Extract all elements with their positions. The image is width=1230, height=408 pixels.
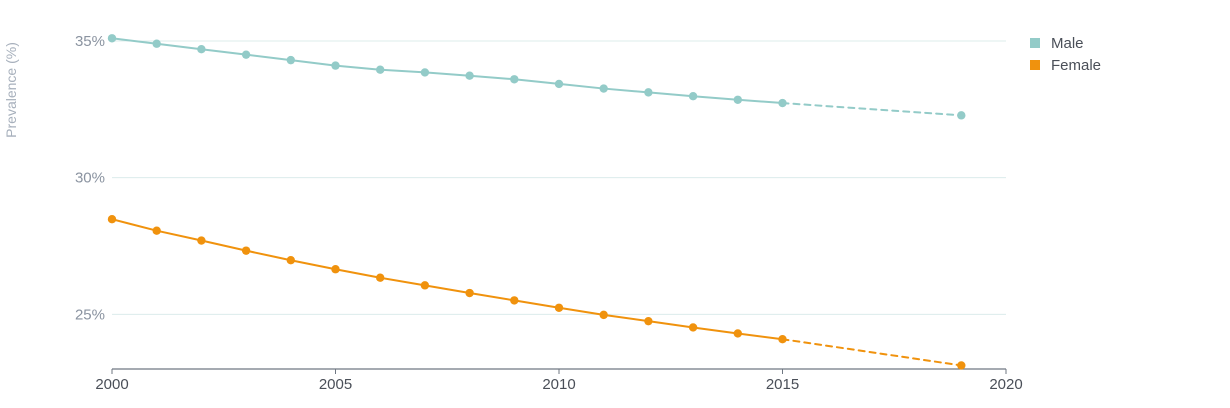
data-point-female[interactable] [197,236,206,245]
data-point-male[interactable] [644,88,653,97]
projection-line-male [781,102,963,117]
data-point-male[interactable] [420,68,430,77]
legend: Male Female [1030,35,1101,74]
data-point-female[interactable] [510,296,519,305]
data-point-male[interactable] [465,71,474,80]
data-point-male[interactable] [510,75,519,84]
data-point-male[interactable] [107,34,117,43]
data-point-male[interactable] [778,98,787,108]
data-point-male[interactable] [688,92,698,101]
x-tick-label: 2000 [95,376,128,393]
data-point-male[interactable] [286,55,295,65]
data-point-female[interactable] [778,335,787,344]
data-point-female[interactable] [331,265,340,274]
x-tick-label: 2010 [542,376,575,393]
data-point-male[interactable] [152,39,161,48]
y-tick-label: 25% [75,306,105,323]
y-tick-label: 35% [75,33,105,50]
data-point-female[interactable] [688,323,698,332]
data-point-female[interactable] [420,281,430,290]
series-line-female [111,218,784,341]
legend-label-female: Female [1051,57,1101,74]
data-points [107,34,966,370]
legend-swatch-female [1030,60,1040,70]
data-point-female[interactable] [599,310,608,320]
legend-label-male: Male [1051,35,1084,52]
data-point-female[interactable] [733,329,742,338]
data-point-female[interactable] [376,273,385,282]
data-point-female[interactable] [465,288,474,298]
x-tick-label: 2020 [989,376,1022,393]
legend-swatch-male [1030,38,1040,48]
projection-point-female[interactable] [957,361,966,370]
data-point-female[interactable] [286,256,295,265]
data-point-female[interactable] [241,246,251,255]
x-tick-label: 2005 [319,376,352,393]
data-point-male[interactable] [331,61,340,70]
data-point-male[interactable] [197,45,206,54]
data-point-male[interactable] [554,79,564,89]
series-lines [111,37,963,367]
data-point-male[interactable] [733,95,742,104]
series-line-male [111,37,784,105]
x-tick-label: 2015 [766,376,799,393]
data-point-male[interactable] [241,50,251,59]
data-point-male[interactable] [599,84,608,93]
gridlines [112,40,1006,315]
data-point-female[interactable] [152,226,161,235]
data-point-female[interactable] [107,215,117,224]
projection-line-female [781,338,963,367]
data-point-female[interactable] [554,303,564,312]
data-point-female[interactable] [644,316,653,326]
data-point-male[interactable] [376,65,385,74]
axes: 25% 30% 35% 2000 2005 2010 2015 2020 [75,33,1023,393]
projection-point-male[interactable] [957,111,966,120]
y-axis-title: Prevalence (%) [3,42,19,138]
y-tick-label: 30% [75,170,105,187]
